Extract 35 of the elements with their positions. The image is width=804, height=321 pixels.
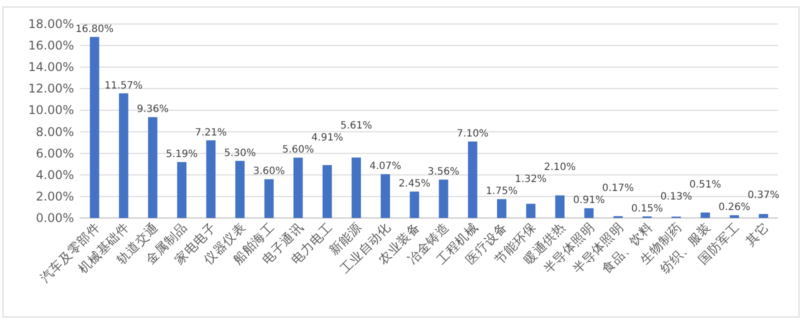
y-tick-label: 10.00% xyxy=(28,103,74,118)
data-label: 7.10% xyxy=(456,128,489,140)
data-label: 5.30% xyxy=(224,148,256,159)
data-label: 4.07% xyxy=(369,161,402,172)
data-label: 0.15% xyxy=(631,203,664,214)
y-tick-label: 16.00% xyxy=(28,38,74,53)
data-label: 0.37% xyxy=(748,190,780,202)
y-tick-label: 18.00% xyxy=(28,17,74,31)
data-label: 7.21% xyxy=(194,127,227,138)
data-label: 3.60% xyxy=(253,166,285,178)
data-label: 11.57% xyxy=(104,80,143,92)
data-label: 1.75% xyxy=(486,186,518,198)
y-tick-label: 2.00% xyxy=(36,189,74,204)
x-tick-label: 其它 xyxy=(742,220,772,249)
data-label: 3.56% xyxy=(428,166,460,178)
y-tick-label: 4.00% xyxy=(36,168,74,182)
data-label: 16.80% xyxy=(75,24,114,35)
data-label: 2.10% xyxy=(544,162,576,174)
data-label: 9.36% xyxy=(136,104,169,116)
data-label: 1.32% xyxy=(514,174,547,186)
y-tick-label: 12.00% xyxy=(28,82,74,96)
data-label: 2.45% xyxy=(398,178,430,190)
data-label: 5.60% xyxy=(282,144,314,156)
y-tick-label: 6.00% xyxy=(36,146,74,160)
data-label: 0.13% xyxy=(660,191,692,202)
data-label: 0.91% xyxy=(573,195,605,206)
data-label: 5.19% xyxy=(166,149,198,160)
y-tick-label: 8.00% xyxy=(36,124,74,139)
y-tick-label: 0.00% xyxy=(36,211,74,225)
data-label: 4.91% xyxy=(311,132,344,144)
data-label: 0.51% xyxy=(689,179,722,190)
y-tick-label: 14.00% xyxy=(28,60,74,74)
data-label: 0.26% xyxy=(718,202,750,214)
data-label: 5.61% xyxy=(340,120,372,132)
data-label: 0.17% xyxy=(602,183,634,194)
